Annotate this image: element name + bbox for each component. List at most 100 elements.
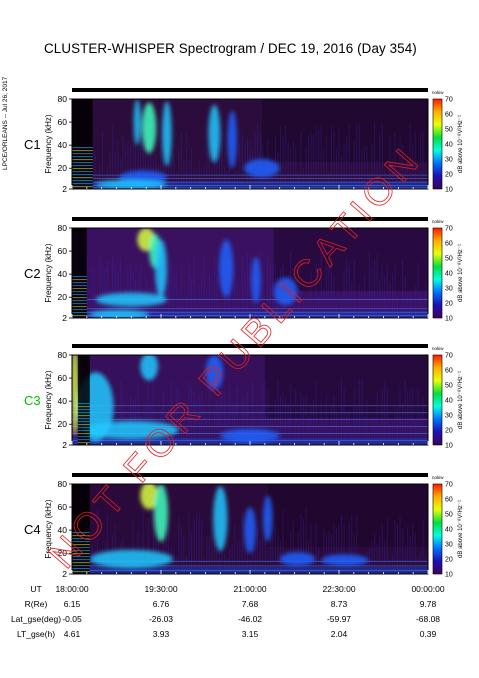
colorbar [432,483,443,575]
ephemeris-value: 19:30:00 [144,584,177,594]
ephemeris-value: -59.97 [327,614,351,624]
colorbar-tick-label: 70 [445,97,453,104]
colorbar-tick-label: 10 [445,443,453,450]
colorbar-tick-label: 50 [445,383,453,390]
colorbar [432,227,443,319]
y-tick-label: 40 [58,140,68,150]
colorbar-tick-label: 40 [445,398,453,405]
y-tick-label: 80 [58,479,68,489]
ephemeris-value: -68.08 [416,614,440,624]
emission-blob [95,179,167,189]
colorbar-tick-label: 70 [445,482,453,489]
ephemeris-value: -26.03 [149,614,173,624]
colorbar-tick-label: 70 [445,353,453,360]
colorbar-tick-label: 50 [445,512,453,519]
colorbar-label: dB above 10⁻⁸V²Hz⁻¹ [457,244,464,302]
panel-header-bar [72,217,428,221]
emission-blob [133,99,141,146]
emission-blob [213,486,228,551]
ephemeris-value: 3.93 [153,629,170,639]
y-tick-label: 20 [58,548,68,558]
panel-header-bar [72,88,428,92]
post-step-region [264,355,428,418]
colorbar-tick-label: 30 [445,413,453,420]
colorbar-label: dB above 10⁻⁸V²Hz⁻¹ [457,115,464,173]
colorbar-title: nokiw [432,90,444,95]
emission-blob [153,484,169,542]
colorbar-title: nokiw [432,475,444,480]
emission-blob [208,104,221,163]
ephemeris-value: 22:30:00 [322,584,355,594]
ephemeris-value: -46.02 [238,614,262,624]
colorbar-tick-label: 60 [445,497,453,504]
ephemeris-row-label: LT_gse(h) [17,629,55,639]
y-tick-label: 40 [58,269,68,279]
y-tick-label: 80 [58,350,68,360]
emission-blob [219,239,234,298]
colorbar-label: dB above 10⁻⁸V²Hz⁻¹ [457,500,464,558]
colorbar-tick-label: 30 [445,157,453,164]
post-step-region [273,228,428,291]
ephemeris-value: 9.78 [420,599,437,609]
ephemeris-row-label: Lat_gse(deg) [11,614,61,624]
panel-header-bar [72,473,428,477]
ephemeris-value: 7.68 [242,599,259,609]
y-tick-label: 40 [58,396,68,406]
y-tick-label: 60 [58,502,68,512]
colorbar-tick-label: 70 [445,226,453,233]
panel-label-c4: C4 [24,522,41,537]
y-axis-label: Frequency (kHz) [44,370,53,429]
colorbar-tick-label: 60 [445,368,453,375]
emission-blob [155,239,167,298]
colorbar-tick-label: 40 [445,271,453,278]
ephemeris-value: 8.73 [331,599,348,609]
y-tick-label: 60 [58,373,68,383]
ephemeris-value: 6.76 [153,599,170,609]
colorbar-title: nokiw [432,219,444,224]
emission-blob [227,110,237,169]
colorbar-tick-label: 50 [445,256,453,263]
panel-label-c3: C3 [24,393,41,408]
ephemeris-value: 00:00:00 [411,584,444,594]
emission-blob [140,484,159,510]
emission-blob [89,309,150,318]
colorbar-tick-label: 10 [445,187,453,194]
ephemeris-value: 0.39 [420,629,437,639]
colorbar-tick-label: 40 [445,142,453,149]
y-tick-label: 60 [58,117,68,127]
y-tick-label: 2 [62,569,67,579]
ephemeris-value: 6.15 [64,599,81,609]
y-axis-label: Frequency (kHz) [44,243,53,302]
y-tick-label: 20 [58,419,68,429]
y-axis-label: Frequency (kHz) [44,114,53,173]
colorbar-tick-label: 60 [445,112,453,119]
chart-title: CLUSTER-WHISPER Spectrogram / DEC 19, 20… [44,41,417,56]
post-step-region [267,484,428,547]
colorbar [432,354,443,446]
y-tick-label: 40 [58,525,68,535]
emission-blob [89,549,173,569]
y-tick-label: 80 [58,223,68,233]
y-tick-label: 20 [58,292,68,302]
panel-label-c1: C1 [24,137,41,152]
y-tick-label: 60 [58,246,68,256]
panel-label-c2: C2 [24,266,41,281]
colorbar-tick-label: 60 [445,241,453,248]
colorbar-tick-label: 40 [445,527,453,534]
colorbar-tick-label: 20 [445,172,453,179]
panel-header-bar [72,344,428,348]
emission-blob [244,507,256,554]
ephemeris-value: 4.61 [64,629,81,639]
post-step-region [261,99,428,162]
colorbar [432,98,443,190]
emission-blob [279,552,316,566]
emission-blob [72,355,79,436]
ephemeris-value: -0.05 [62,614,82,624]
colorbar-tick-label: 30 [445,286,453,293]
colorbar-tick-label: 10 [445,316,453,323]
